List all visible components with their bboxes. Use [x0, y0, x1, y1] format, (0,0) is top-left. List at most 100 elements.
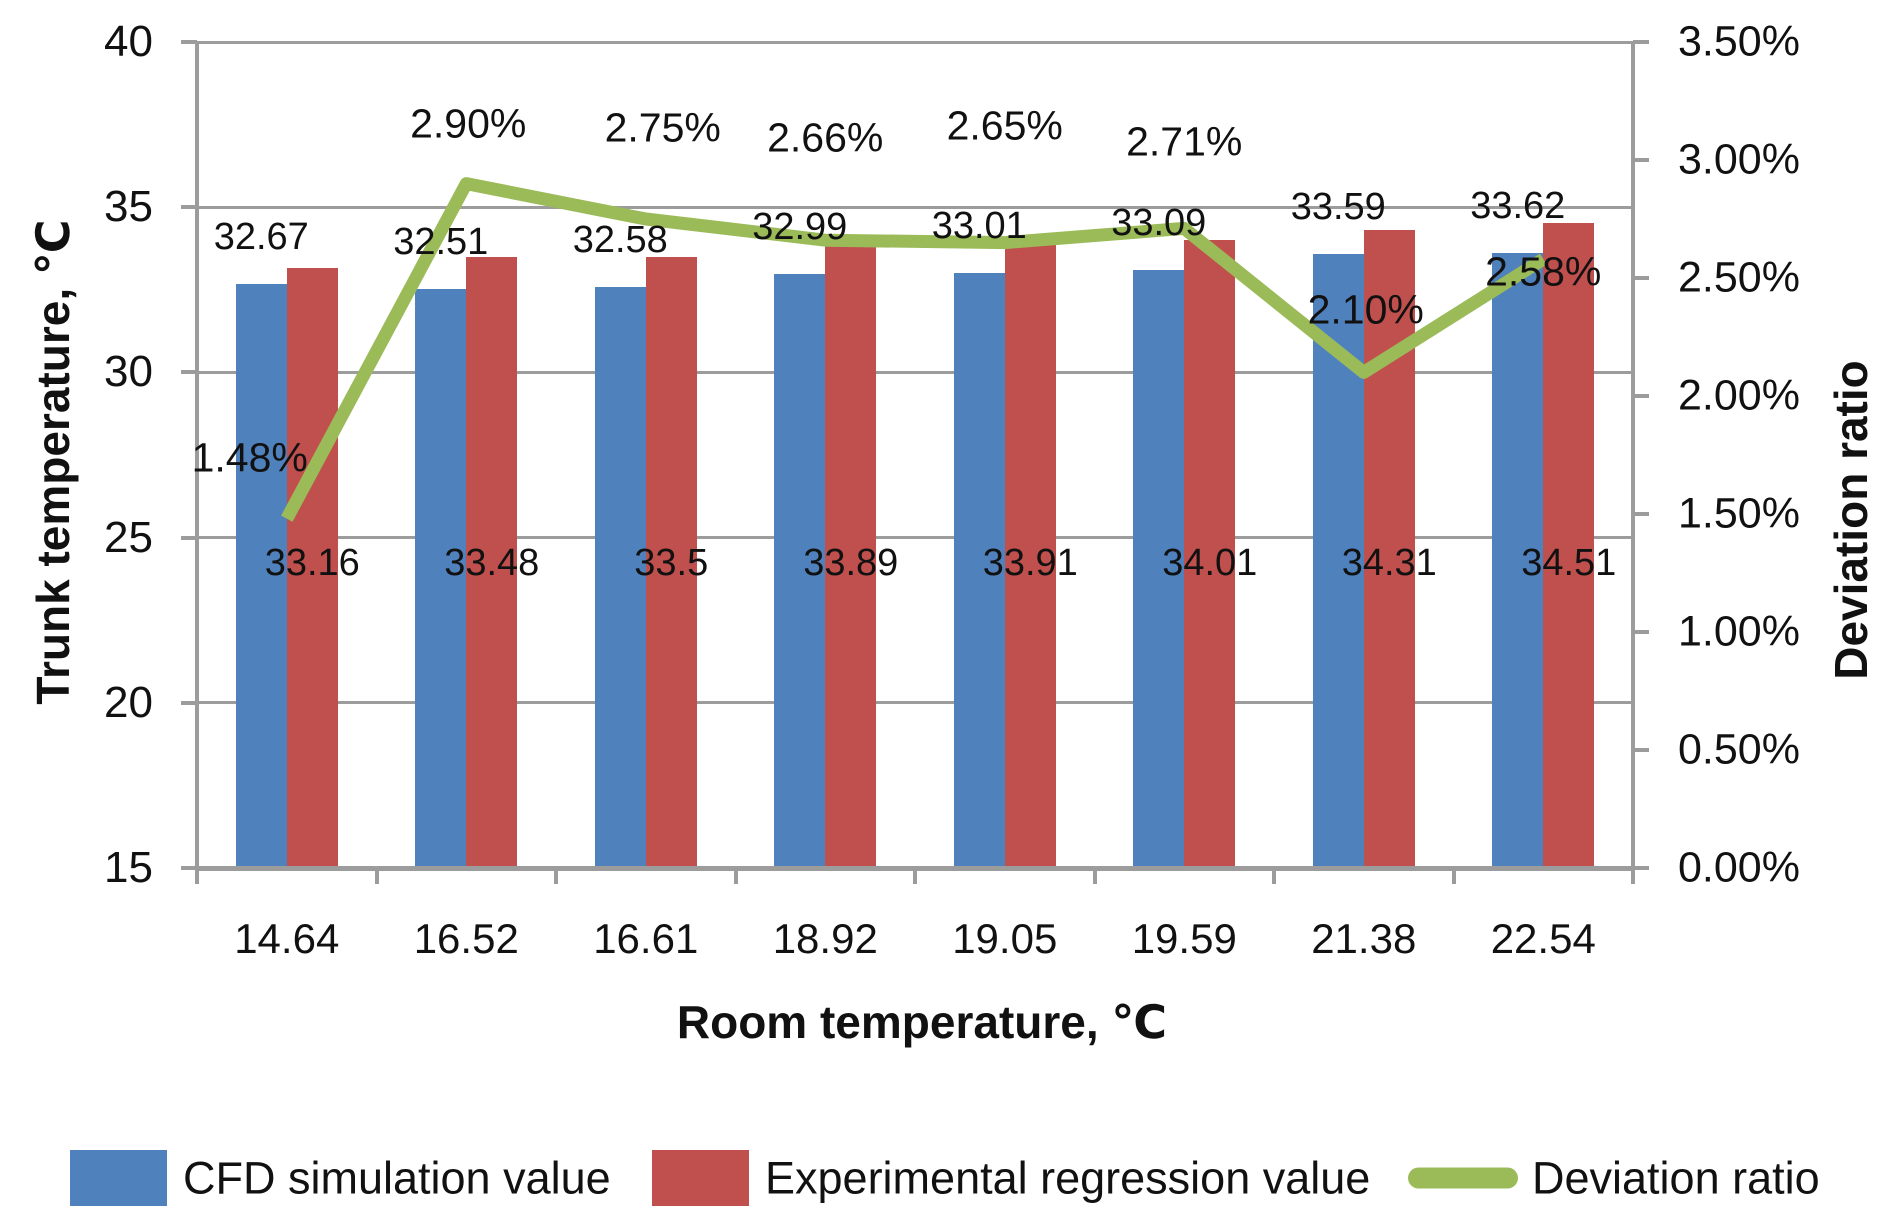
legend-swatch-cfd-simulation	[70, 1150, 167, 1206]
left-axis-tick	[181, 535, 197, 540]
left-axis-tick	[181, 866, 197, 870]
x-axis-tick	[913, 868, 917, 884]
y-left-tick-label: 15	[104, 843, 153, 892]
y-left-tick-label: 25	[104, 512, 153, 562]
x-category-label: 19.59	[1131, 915, 1237, 962]
x-category-label: 18.92	[772, 915, 878, 962]
gridline	[197, 536, 1633, 540]
bar-experimental-regression	[1004, 243, 1056, 868]
bar-cfd-simulation	[953, 272, 1005, 868]
x-category-label: 19.05	[952, 915, 1058, 962]
gridline	[197, 205, 1633, 209]
right-axis-tick	[1633, 276, 1649, 280]
right-axis-tick	[1633, 394, 1649, 398]
y-left-tick-label: 40	[104, 17, 153, 66]
x-axis-tick	[1451, 868, 1456, 884]
left-axis-tick	[181, 370, 197, 375]
left-axis-line	[195, 42, 199, 870]
y-left-tick-label: 20	[104, 677, 153, 727]
y-right-tick-label: 3.50%	[1678, 17, 1800, 66]
bar-value-label-experimental: 33.5	[634, 542, 709, 584]
line-value-label-deviation: 2.66%	[767, 114, 884, 161]
legend-swatch-experimental-regression	[652, 1150, 749, 1206]
bar-cfd-simulation	[594, 287, 646, 868]
y-right-tick-label: 0.00%	[1678, 843, 1800, 892]
legend-label-cfd-simulation: CFD simulation value	[183, 1152, 611, 1204]
right-axis-tick	[1633, 748, 1649, 752]
bar-experimental-regression	[1363, 229, 1415, 868]
y-right-tick-label: 0.50%	[1678, 725, 1800, 774]
right-axis-tick	[1633, 512, 1649, 516]
y-left-tick-label: 30	[104, 347, 153, 397]
line-value-label-deviation: 2.71%	[1126, 118, 1243, 165]
line-value-label-deviation: 2.90%	[410, 100, 527, 147]
bar-value-label-experimental: 34.31	[1341, 542, 1437, 584]
x-category-label: 14.64	[234, 915, 340, 962]
legend-swatch-deviation-ratio-line	[1408, 1167, 1518, 1189]
right-axis-tick	[1633, 40, 1649, 44]
line-value-label-deviation: 2.10%	[1307, 286, 1424, 333]
y-right-tick-label: 2.00%	[1678, 371, 1800, 420]
x-category-label: 16.52	[413, 915, 519, 962]
bar-value-label-cfd: 33.62	[1470, 184, 1566, 227]
x-axis-tick	[733, 868, 738, 884]
right-axis-tick	[1633, 158, 1649, 162]
bar-value-label-cfd: 32.58	[572, 219, 668, 262]
x-category-label: 22.54	[1490, 915, 1596, 962]
bar-cfd-simulation	[415, 289, 467, 868]
bar-value-label-experimental: 34.51	[1521, 542, 1617, 584]
left-axis-tick	[181, 700, 197, 705]
x-category-label: 16.61	[593, 915, 699, 962]
bar-experimental-regression	[466, 257, 518, 868]
deviation-ratio-polyline	[281, 177, 1547, 522]
bar-value-label-experimental: 33.16	[264, 542, 360, 584]
line-value-label-deviation: 1.48%	[191, 434, 308, 481]
y-right-tick-label: 3.00%	[1678, 135, 1800, 184]
legend-label-experimental-regression: Experimental regression value	[765, 1152, 1371, 1204]
y-right-tick-label: 1.50%	[1678, 489, 1800, 538]
bar-value-label-cfd: 32.67	[213, 216, 309, 259]
bar-cfd-simulation	[235, 284, 287, 868]
x-axis-tick	[1631, 868, 1635, 884]
bar-experimental-regression	[1543, 223, 1595, 868]
left-axis-title: Trunk temperature, ℃	[27, 219, 79, 705]
x-axis-tick	[195, 868, 199, 884]
y-right-tick-label: 2.50%	[1678, 253, 1800, 302]
x-axis-tick	[1092, 868, 1097, 884]
right-axis-title: Deviation ratio	[1825, 360, 1877, 680]
bar-value-label-cfd: 33.59	[1290, 185, 1386, 228]
bar-value-label-experimental: 34.01	[1162, 542, 1258, 584]
x-axis-tick	[554, 868, 558, 884]
left-axis-tick	[181, 205, 197, 210]
right-axis-tick	[1633, 866, 1649, 870]
right-axis-line	[1631, 42, 1635, 870]
gridline	[197, 370, 1633, 374]
bar-experimental-regression	[645, 256, 697, 868]
bar-cfd-simulation	[1492, 252, 1544, 868]
bar-experimental-regression	[1184, 239, 1236, 868]
bar-value-label-experimental: 33.48	[444, 542, 540, 584]
legend-label-deviation-ratio: Deviation ratio	[1532, 1152, 1820, 1204]
gridline	[197, 40, 1633, 44]
bar-cfd-simulation	[774, 273, 826, 868]
y-left-tick-label: 35	[104, 182, 153, 232]
left-axis-tick	[181, 40, 197, 44]
bar-cfd-simulation	[1133, 270, 1185, 868]
x-axis-title: Room temperature, ℃	[676, 996, 1168, 1048]
bar-experimental-regression	[825, 243, 877, 868]
right-axis-tick	[1633, 630, 1649, 634]
bar-value-label-experimental: 33.91	[982, 542, 1078, 584]
line-value-label-deviation: 2.75%	[604, 104, 721, 151]
gridline	[197, 701, 1633, 705]
bar-value-label-experimental: 33.89	[803, 542, 899, 584]
bar-value-label-cfd: 33.01	[931, 204, 1027, 247]
bar-experimental-regression	[286, 267, 338, 868]
x-axis-tick	[374, 868, 379, 884]
line-value-label-deviation: 2.65%	[946, 102, 1063, 149]
bar-value-label-cfd: 32.99	[752, 205, 848, 248]
x-category-label: 21.38	[1311, 915, 1417, 962]
y-right-tick-label: 1.00%	[1678, 607, 1800, 656]
line-value-label-deviation: 2.58%	[1485, 248, 1602, 295]
